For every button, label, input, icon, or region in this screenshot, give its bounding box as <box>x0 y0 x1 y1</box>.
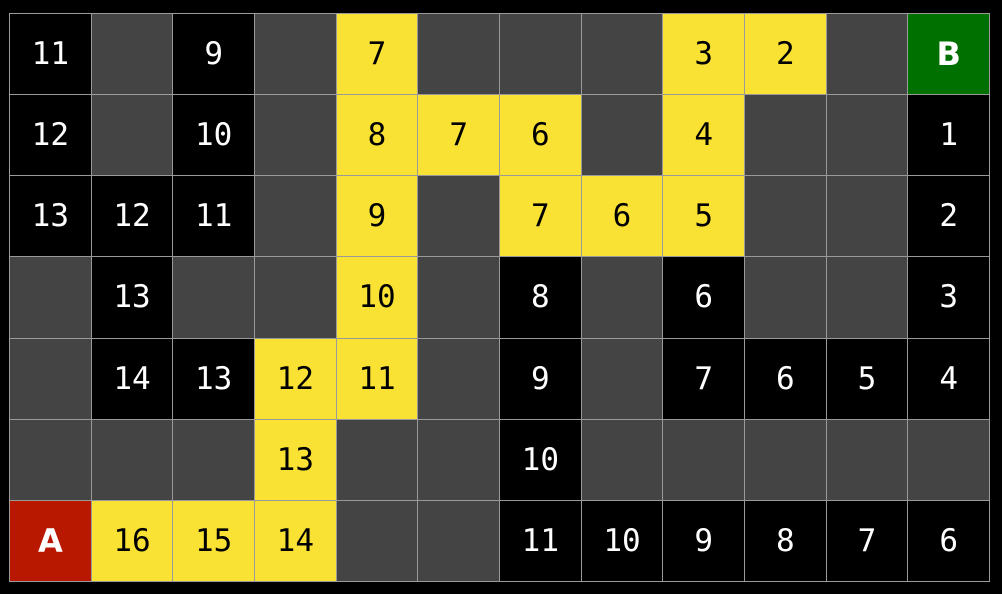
visited-cell[interactable]: 4 <box>908 338 990 420</box>
wall-cell[interactable] <box>254 14 337 96</box>
visited-cell[interactable]: 10 <box>581 500 664 582</box>
visited-cell[interactable]: 12 <box>10 95 92 177</box>
visited-cell[interactable]: 6 <box>663 257 745 339</box>
wall-cell[interactable] <box>581 95 664 177</box>
visited-cell[interactable]: 13 <box>91 257 174 339</box>
visited-cell[interactable]: 10 <box>173 95 255 177</box>
wall-cell[interactable] <box>173 419 255 501</box>
wall-cell[interactable] <box>418 500 500 582</box>
path-cell[interactable]: 11 <box>336 338 419 420</box>
path-cell[interactable]: 5 <box>663 176 745 258</box>
path-cell[interactable]: 13 <box>254 419 337 501</box>
wall-cell[interactable] <box>10 257 92 339</box>
path-cell[interactable]: 3 <box>663 14 745 96</box>
visited-cell[interactable]: 13 <box>10 176 92 258</box>
path-cell[interactable]: 4 <box>663 95 745 177</box>
visited-cell[interactable]: 6 <box>908 500 990 582</box>
wall-cell[interactable] <box>336 419 419 501</box>
path-cell[interactable]: 16 <box>91 500 174 582</box>
visited-cell[interactable]: 6 <box>744 338 827 420</box>
wall-cell[interactable] <box>826 14 909 96</box>
path-cell[interactable]: 8 <box>336 95 419 177</box>
wall-cell[interactable] <box>254 257 337 339</box>
path-cell[interactable]: 7 <box>418 95 500 177</box>
wall-cell[interactable] <box>499 14 582 96</box>
wall-cell[interactable] <box>826 257 909 339</box>
path-cell[interactable]: 6 <box>581 176 664 258</box>
wall-cell[interactable] <box>418 419 500 501</box>
wall-cell[interactable] <box>10 338 92 420</box>
wall-cell[interactable] <box>173 257 255 339</box>
wall-cell[interactable] <box>581 338 664 420</box>
visited-cell[interactable]: 7 <box>663 338 745 420</box>
wall-cell[interactable] <box>418 338 500 420</box>
start-cell[interactable]: A <box>10 500 92 582</box>
maze-grid: 11 9 7 3 2 B 12 10 8 7 6 4 1 13 12 11 9 7 6 5 2 13 10 8 6 3 14 13 12… <box>9 13 990 582</box>
visited-cell[interactable]: 11 <box>499 500 582 582</box>
visited-cell[interactable]: 9 <box>499 338 582 420</box>
wall-cell[interactable] <box>91 14 174 96</box>
visited-cell[interactable]: 2 <box>908 176 990 258</box>
visited-cell[interactable]: 9 <box>663 500 745 582</box>
wall-cell[interactable] <box>336 500 419 582</box>
visited-cell[interactable]: 7 <box>826 500 909 582</box>
wall-cell[interactable] <box>254 176 337 258</box>
path-cell[interactable]: 2 <box>744 14 827 96</box>
visited-cell[interactable]: 8 <box>744 500 827 582</box>
path-cell[interactable]: 14 <box>254 500 337 582</box>
visited-cell[interactable]: 1 <box>908 95 990 177</box>
wall-cell[interactable] <box>10 419 92 501</box>
visited-cell[interactable]: 11 <box>10 14 92 96</box>
wall-cell[interactable] <box>91 95 174 177</box>
path-cell[interactable]: 9 <box>336 176 419 258</box>
path-cell[interactable]: 15 <box>173 500 255 582</box>
visited-cell[interactable]: 8 <box>499 257 582 339</box>
wall-cell[interactable] <box>744 176 827 258</box>
path-cell[interactable]: 7 <box>336 14 419 96</box>
goal-cell[interactable]: B <box>908 14 990 96</box>
wall-cell[interactable] <box>91 419 174 501</box>
wall-cell[interactable] <box>744 95 827 177</box>
wall-cell[interactable] <box>744 257 827 339</box>
wall-cell[interactable] <box>826 95 909 177</box>
path-cell[interactable]: 12 <box>254 338 337 420</box>
visited-cell[interactable]: 12 <box>91 176 174 258</box>
visited-cell[interactable]: 10 <box>499 419 582 501</box>
wall-cell[interactable] <box>254 95 337 177</box>
wall-cell[interactable] <box>908 419 990 501</box>
wall-cell[interactable] <box>418 176 500 258</box>
visited-cell[interactable]: 9 <box>173 14 255 96</box>
path-cell[interactable]: 7 <box>499 176 582 258</box>
wall-cell[interactable] <box>581 419 664 501</box>
wall-cell[interactable] <box>581 257 664 339</box>
wall-cell[interactable] <box>663 419 745 501</box>
wall-cell[interactable] <box>826 176 909 258</box>
wall-cell[interactable] <box>744 419 827 501</box>
visited-cell[interactable]: 11 <box>173 176 255 258</box>
path-cell[interactable]: 6 <box>499 95 582 177</box>
wall-cell[interactable] <box>826 419 909 501</box>
visited-cell[interactable]: 13 <box>173 338 255 420</box>
path-cell[interactable]: 10 <box>336 257 419 339</box>
wall-cell[interactable] <box>581 14 664 96</box>
visited-cell[interactable]: 14 <box>91 338 174 420</box>
visited-cell[interactable]: 3 <box>908 257 990 339</box>
visited-cell[interactable]: 5 <box>826 338 909 420</box>
wall-cell[interactable] <box>418 14 500 96</box>
wall-cell[interactable] <box>418 257 500 339</box>
